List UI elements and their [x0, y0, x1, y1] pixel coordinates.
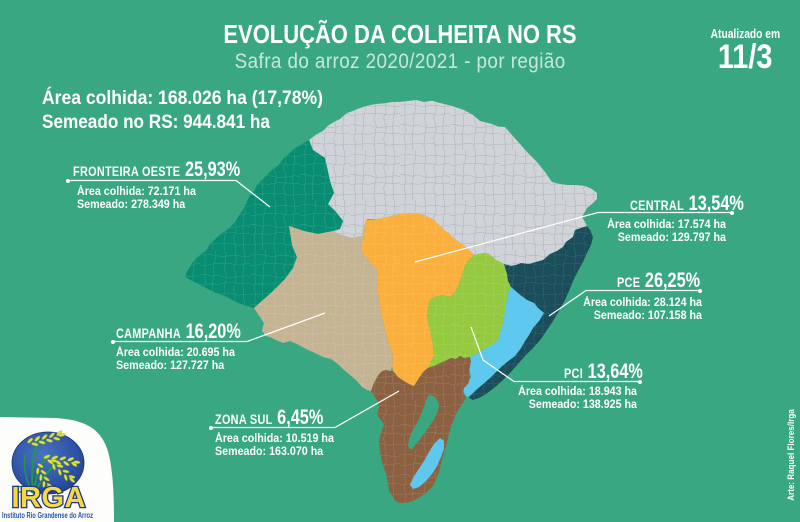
svg-text:IRGA: IRGA — [12, 482, 86, 514]
svg-text:Instituto Rio Grandense do Arr: Instituto Rio Grandense do Arroz — [2, 511, 93, 520]
